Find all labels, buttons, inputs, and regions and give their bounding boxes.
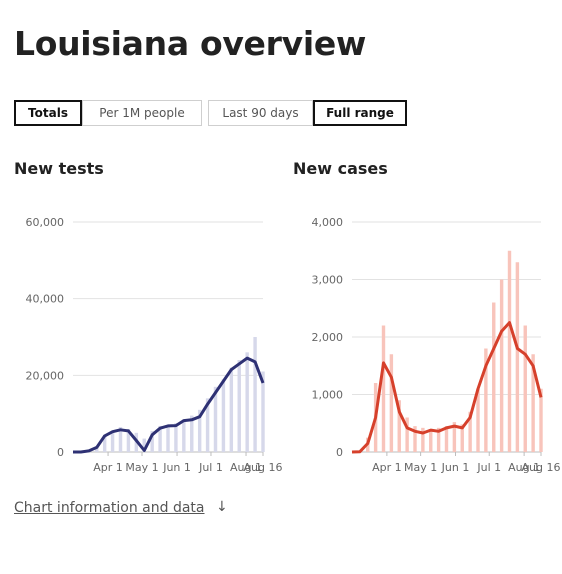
- cases-bar: [476, 388, 480, 452]
- tests-bar: [253, 337, 257, 452]
- tests-y-tick-label: 60,000: [26, 216, 65, 229]
- cases-bar: [523, 325, 527, 452]
- cases-bar: [468, 411, 472, 452]
- tests-bar: [197, 409, 202, 452]
- tests-x-tick-label: Jun 1: [162, 461, 191, 474]
- cases-bar: [421, 427, 425, 452]
- cases-bar: [515, 262, 520, 452]
- tests-y-tick-label: 0: [57, 446, 64, 459]
- tests-bar: [118, 427, 123, 452]
- tests-y-tick-label: 40,000: [26, 293, 65, 306]
- cases-bar: [444, 426, 449, 452]
- tests-x-tick-label: Aug 16: [244, 461, 283, 474]
- tests-x-tick-label: Apr 1: [93, 461, 123, 474]
- tests-x-tick-label: May 1: [125, 461, 158, 474]
- tests-bar: [110, 430, 115, 452]
- cases-bar: [531, 354, 535, 452]
- cases-x-tick-label: Jul 1: [476, 461, 501, 474]
- tests-bar: [237, 360, 241, 452]
- tests-bar: [205, 398, 210, 452]
- tests-bar: [245, 352, 249, 452]
- cases-bar: [389, 354, 394, 452]
- cases-x-tick-label: May 1: [404, 461, 437, 474]
- tests-chart-title: New tests: [14, 159, 104, 178]
- tests-bar: [229, 367, 234, 452]
- cases-bar: [381, 325, 386, 452]
- cases-bar: [436, 427, 441, 452]
- tests-bar: [102, 434, 107, 452]
- arrow-down-icon[interactable]: ↓: [216, 499, 228, 515]
- cases-y-tick-label: 3,000: [312, 274, 344, 287]
- chart-info-link[interactable]: Chart information and data: [14, 500, 205, 516]
- cases-x-tick-label: Apr 1: [372, 461, 402, 474]
- full-range-toggle[interactable]: Full range: [313, 100, 407, 126]
- cases-y-tick-label: 1,000: [312, 389, 344, 402]
- tests-bar: [150, 430, 154, 452]
- tests-bar: [174, 423, 178, 452]
- cases-bar: [539, 388, 543, 452]
- tests-bar: [213, 386, 218, 452]
- tests-bar: [142, 438, 146, 452]
- tests-x-tick-label: Jul 1: [198, 461, 223, 474]
- cases-y-tick-label: 0: [336, 446, 343, 459]
- cases-y-tick-label: 2,000: [312, 331, 344, 344]
- cases-bar: [492, 302, 496, 452]
- tests-bar: [158, 425, 162, 452]
- per-million-toggle[interactable]: Per 1M people: [82, 100, 202, 126]
- page-title: Louisiana overview: [14, 24, 367, 63]
- cases-bar: [405, 417, 409, 452]
- tests-bar: [190, 415, 194, 452]
- cases-bar: [507, 250, 512, 452]
- cases-bar: [452, 422, 457, 452]
- cases-bar: [460, 424, 464, 452]
- cases-x-tick-label: Jun 1: [441, 461, 470, 474]
- cases-bar: [397, 400, 401, 452]
- cases-x-tick-label: Aug 1: [508, 461, 540, 474]
- cases-bar: [499, 279, 504, 452]
- last-90-days-toggle[interactable]: Last 90 days: [208, 100, 313, 126]
- tests-bar: [166, 425, 170, 452]
- cases-x-tick-label: Aug 16: [522, 461, 561, 474]
- tests-bar: [221, 379, 226, 452]
- measure-toggle-group: Totals Per 1M people: [14, 100, 202, 126]
- cases-bar: [429, 429, 433, 452]
- tests-x-tick-label: Aug 1: [230, 461, 262, 474]
- range-toggle-group: Last 90 days Full range: [208, 100, 407, 126]
- cases-chart-title: New cases: [293, 159, 388, 178]
- tests-average-line: [73, 356, 265, 454]
- tests-bar: [182, 419, 186, 452]
- tests-bar: [126, 429, 131, 452]
- cases-y-tick-label: 4,000: [312, 216, 344, 229]
- cases-bar: [484, 348, 488, 452]
- tests-bar: [95, 446, 99, 452]
- totals-toggle[interactable]: Totals: [14, 100, 82, 126]
- tests-y-tick-label: 20,000: [26, 369, 65, 382]
- cases-average-line: [351, 321, 543, 454]
- cases-bar: [413, 426, 417, 452]
- tests-bar: [261, 371, 265, 452]
